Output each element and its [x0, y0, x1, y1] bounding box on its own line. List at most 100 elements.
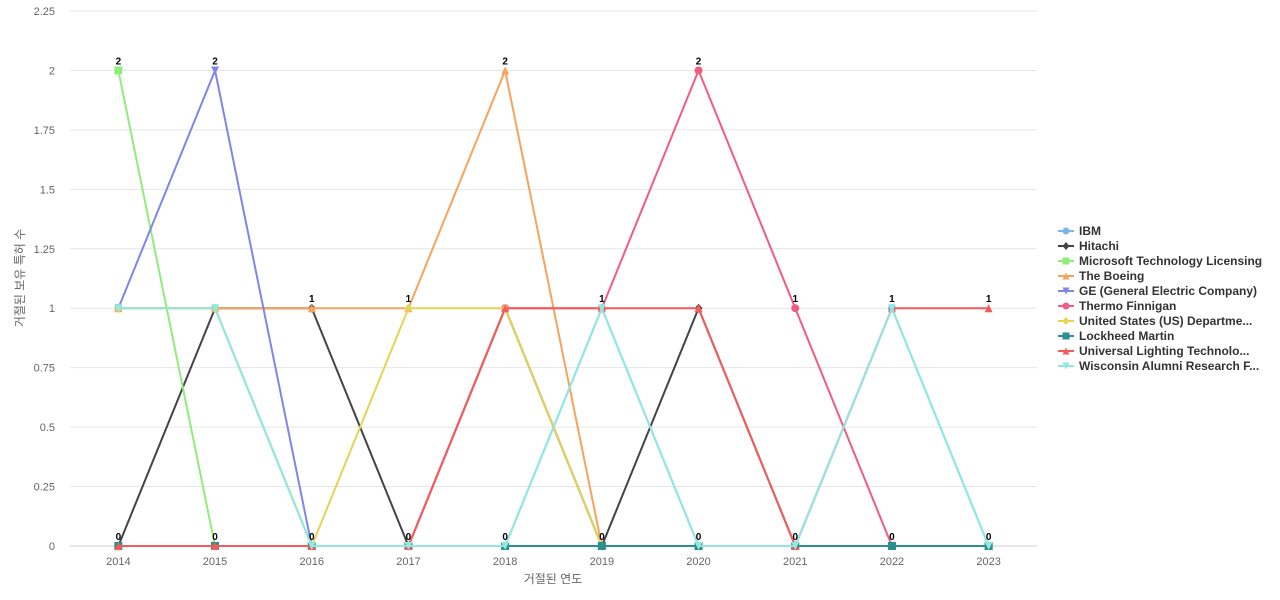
legend-label: GE (General Electric Company): [1079, 284, 1257, 298]
data-label: 0: [889, 532, 895, 543]
x-tick-label: 2014: [106, 556, 130, 568]
legend-marker: [1062, 317, 1070, 325]
x-tick-label: 2018: [493, 556, 517, 568]
legend-label: Thermo Finnigan: [1079, 299, 1176, 313]
data-label: 0: [599, 532, 605, 543]
y-tick-label: 2: [49, 65, 55, 77]
legend-label: United States (US) Departme...: [1079, 314, 1252, 328]
legend-item[interactable]: Microsoft Technology Licensing: [1058, 254, 1262, 268]
legend-item[interactable]: GE (General Electric Company): [1058, 284, 1257, 298]
data-point: [694, 66, 703, 75]
legend-label: Lockheed Martin: [1079, 329, 1174, 343]
legend-item[interactable]: The Boeing: [1058, 269, 1144, 283]
legend-item[interactable]: Universal Lighting Technolo...: [1058, 344, 1249, 358]
y-tick-label: 0: [49, 541, 55, 553]
x-tick-label: 2016: [300, 556, 324, 568]
data-label: 1: [986, 294, 992, 305]
legend-label: Hitachi: [1079, 239, 1119, 253]
legend-marker: [1062, 347, 1070, 355]
x-tick-label: 2022: [880, 556, 904, 568]
y-axis-title: 거절된 보유 특허 수: [13, 229, 27, 327]
legend-marker: [1062, 287, 1070, 295]
series-line: [118, 307, 990, 547]
data-label: 0: [792, 532, 798, 543]
legend-item[interactable]: IBM: [1058, 224, 1101, 238]
legend-item[interactable]: Wisconsin Alumni Research F...: [1058, 359, 1259, 373]
x-axis-title: 거절된 연도: [524, 572, 583, 586]
legend-label: The Boeing: [1079, 269, 1144, 283]
y-axis-ticks: 0 0.25 0.5 0.75 1 1.25 1.5 1.75 2 2.25: [34, 6, 55, 553]
y-tick-label: 0.25: [34, 482, 55, 494]
legend-label: IBM: [1079, 224, 1101, 238]
legend-marker: [1062, 302, 1070, 310]
data-label: 1: [309, 294, 315, 305]
data-point: [114, 304, 123, 313]
data-labels: 2 0 2 0 1 0 1 0 2 0 1 0 2 0 1 0 1 0 1 0: [116, 56, 992, 543]
y-tick-label: 1.25: [34, 244, 55, 256]
data-label: 1: [792, 294, 798, 305]
legend-item[interactable]: Hitachi: [1058, 239, 1119, 253]
y-tick-label: 1.75: [34, 125, 55, 137]
data-point: [307, 304, 316, 313]
x-tick-label: 2023: [976, 556, 1000, 568]
data-point: [984, 304, 993, 313]
data-point: [597, 304, 606, 313]
series-9: [114, 304, 993, 550]
data-point: [307, 542, 316, 550]
data-point: [404, 303, 413, 313]
x-tick-label: 2020: [686, 556, 710, 568]
x-tick-label: 2021: [783, 556, 807, 568]
data-point: [791, 304, 800, 313]
legend-marker: [1062, 257, 1070, 265]
data-label: 2: [696, 56, 702, 67]
y-tick-label: 1: [49, 303, 55, 315]
x-tick-label: 2015: [203, 556, 227, 568]
data-point: [791, 542, 800, 550]
data-point: [114, 542, 123, 550]
legend-marker: [1062, 272, 1070, 280]
data-point: [404, 542, 413, 550]
data-point: [597, 542, 606, 550]
series-lines: [114, 66, 993, 551]
y-tick-label: 0.5: [40, 422, 55, 434]
y-tick-label: 2.25: [34, 6, 55, 18]
legend-label: Wisconsin Alumni Research F...: [1079, 359, 1259, 373]
y-tick-label: 0.75: [34, 363, 55, 375]
data-label: 0: [212, 532, 218, 543]
x-tick-label: 2017: [396, 556, 420, 568]
legend-marker: [1062, 242, 1070, 250]
data-point: [887, 304, 896, 313]
data-label: 2: [116, 56, 122, 67]
data-point: [211, 66, 220, 75]
data-label: 0: [986, 532, 992, 543]
data-point: [211, 304, 220, 313]
data-label: 0: [116, 532, 122, 543]
data-point: [694, 304, 703, 313]
data-label: 0: [696, 532, 702, 543]
data-point: [887, 542, 896, 550]
data-point: [211, 542, 220, 550]
legend-item[interactable]: Thermo Finnigan: [1058, 299, 1176, 313]
data-point: [984, 542, 993, 550]
legend-marker: [1062, 362, 1070, 370]
data-label: 1: [599, 294, 605, 305]
legend-marker: [1062, 332, 1070, 340]
legend-item[interactable]: Lockheed Martin: [1058, 329, 1174, 343]
x-axis-ticks: 2014 2015 2016 2017 2018 2019 2020 2021 2022 2023: [106, 556, 1001, 568]
data-point: [501, 66, 510, 75]
data-point: [694, 542, 703, 550]
data-point: [114, 66, 123, 75]
grid-lines: [70, 10, 1037, 547]
legend-label: Universal Lighting Technolo...: [1079, 344, 1249, 358]
data-label: 0: [309, 532, 315, 543]
data-label: 0: [502, 532, 508, 543]
x-tick-label: 2019: [590, 556, 614, 568]
legend-item[interactable]: United States (US) Departme...: [1058, 314, 1252, 328]
data-point: [501, 542, 510, 550]
data-point: [501, 304, 510, 313]
data-label: 0: [406, 532, 412, 543]
legend-label: Microsoft Technology Licensing: [1079, 254, 1262, 268]
legend-marker: [1062, 227, 1070, 235]
